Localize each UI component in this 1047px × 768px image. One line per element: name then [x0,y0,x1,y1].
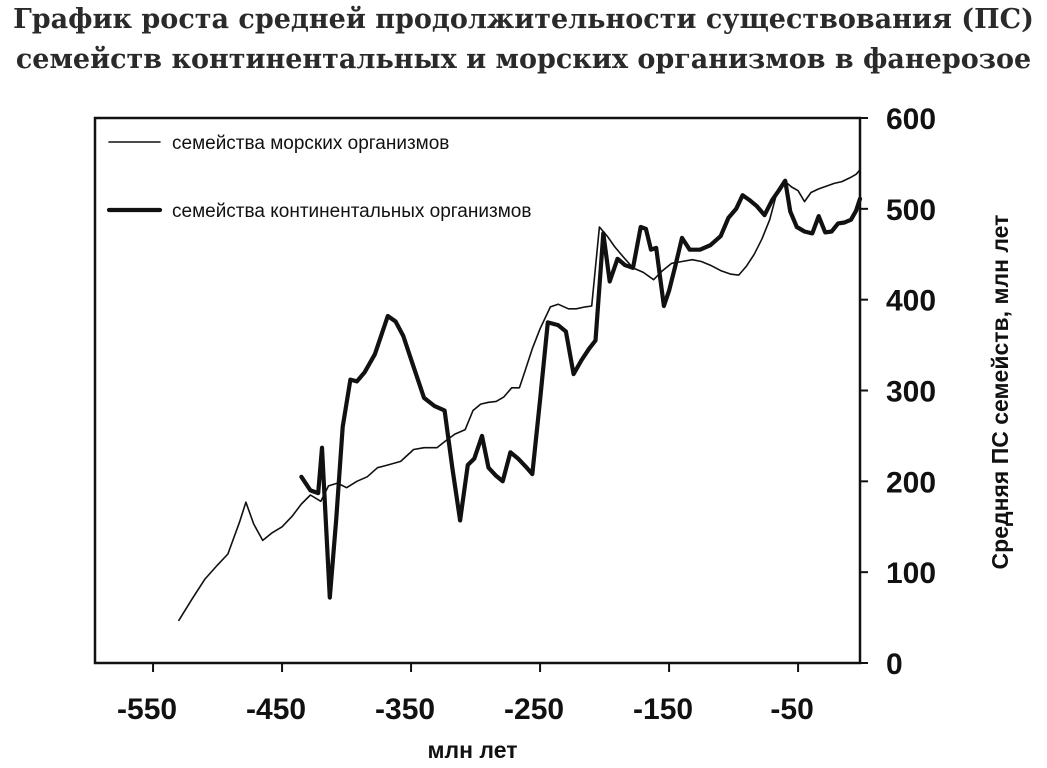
x-tick-label: -250 [504,693,564,726]
series-line-continental [299,178,863,600]
x-axis: -550 -450 -350 -250 -150 -50 [117,663,814,726]
plot-area-border [93,116,862,665]
y-tick-label: 100 [886,557,936,590]
legend: семейства морских организмов семейства ко… [106,133,531,222]
x-tick-label: -50 [770,693,813,726]
y-tick-label: 500 [886,194,936,227]
chart-title-line-2: семейств континентальных и морских орган… [15,44,1032,75]
y-axis: 0 100 200 300 400 500 600 [860,103,936,681]
x-axis-label: млн лет [428,737,518,763]
x-tick-label: -150 [633,693,693,726]
legend-label: семейства морских организмов [172,133,449,154]
chart-title-line-1: График роста средней продолжительности с… [13,4,1034,35]
y-tick-label: 600 [886,103,936,136]
chart-title: График роста средней продолжительности с… [0,0,1047,80]
y-tick-label: 300 [886,376,936,409]
y-tick-label: 200 [886,466,936,499]
y-tick-label: 0 [886,648,903,681]
plot-frame [93,116,862,665]
x-tick-label: -550 [117,693,177,726]
y-tick-label: 400 [886,285,936,318]
x-tick-label: -450 [246,693,306,726]
series-line-marine [178,169,861,622]
legend-label: семейства континентальных организмов [172,201,531,222]
y-axis-label: Средняя ПС семейств, млн лет [987,215,1013,570]
x-tick-label: -350 [375,693,435,726]
series-layer [178,169,863,622]
